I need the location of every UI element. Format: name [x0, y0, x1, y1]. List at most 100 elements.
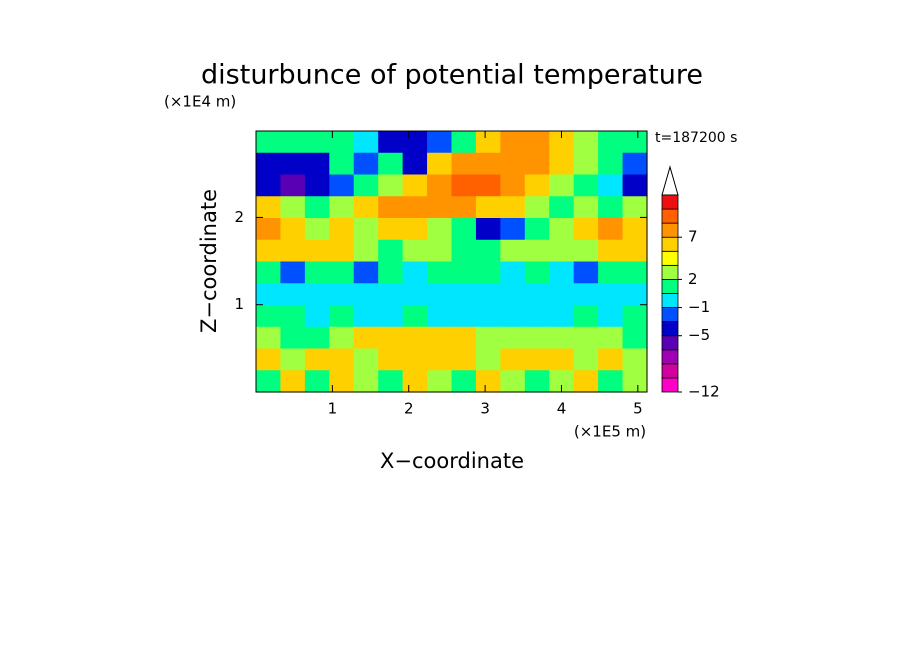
- field-cell: [500, 283, 526, 306]
- colorbar-arrow: [661, 165, 679, 196]
- field-cell: [500, 239, 526, 263]
- field-cell: [329, 283, 355, 306]
- field-cell: [598, 261, 624, 284]
- field-cell: [402, 370, 428, 393]
- field-cell: [427, 348, 453, 371]
- field-cell: [475, 348, 501, 371]
- field-cell: [475, 370, 501, 393]
- field-cell: [573, 174, 599, 197]
- field-cell: [573, 326, 599, 350]
- field-cell: [256, 326, 282, 350]
- field-cell: [427, 218, 453, 241]
- field-cell: [598, 174, 624, 197]
- field-cell: [500, 348, 526, 371]
- field-cell: [475, 131, 501, 154]
- colorbar-swatch: [661, 363, 679, 379]
- field-cell: [353, 261, 379, 284]
- field-cell: [524, 131, 550, 154]
- field-cell: [573, 283, 599, 306]
- field-cell: [280, 261, 306, 284]
- field-cell: [304, 348, 330, 371]
- colorbar-label: −12: [688, 383, 720, 401]
- field-cell: [329, 305, 355, 328]
- field-cell: [573, 261, 599, 284]
- field-cell: [402, 152, 428, 176]
- field-cell: [256, 348, 282, 371]
- x-tick-label: 2: [404, 400, 414, 418]
- field-cell: [329, 370, 355, 393]
- y-unit: (×1E4 m): [164, 93, 236, 111]
- field-cell: [622, 283, 648, 306]
- field-cell: [451, 261, 477, 284]
- field-cell: [622, 174, 648, 197]
- field-cell: [329, 174, 355, 197]
- field-cell: [427, 283, 453, 306]
- field-cell: [427, 370, 453, 393]
- field-cell: [500, 152, 526, 176]
- field-cell: [524, 196, 550, 219]
- field-cell: [329, 261, 355, 284]
- field-cell: [451, 196, 477, 219]
- field-cell: [256, 218, 282, 241]
- field-cell: [402, 196, 428, 219]
- colorbar-label: −1: [688, 298, 710, 316]
- field-cell: [622, 261, 648, 284]
- field-cell: [524, 370, 550, 393]
- field-cell: [256, 239, 282, 263]
- field-cell: [549, 239, 575, 263]
- field-cell: [598, 283, 624, 306]
- field-cell: [524, 174, 550, 197]
- field-cell: [329, 152, 355, 176]
- field-cell: [304, 239, 330, 263]
- field-cell: [475, 326, 501, 350]
- field-cell: [280, 348, 306, 371]
- colorbar-swatch: [661, 377, 679, 393]
- field-cell: [304, 370, 330, 393]
- field-cell: [524, 326, 550, 350]
- colorbar-swatch: [661, 236, 679, 252]
- colorbar-label: 7: [688, 228, 698, 246]
- field-cell: [427, 239, 453, 263]
- x-tick-label: 3: [480, 400, 490, 418]
- field-cell: [622, 305, 648, 328]
- field-cell: [451, 174, 477, 197]
- field-cell: [549, 326, 575, 350]
- field-cell: [353, 196, 379, 219]
- field-cell: [256, 152, 282, 176]
- field-cell: [500, 326, 526, 350]
- field-cell: [378, 218, 404, 241]
- field-cell: [280, 239, 306, 263]
- field-cell: [549, 152, 575, 176]
- field-cell: [378, 305, 404, 328]
- field-cell: [402, 305, 428, 328]
- field-cell: [475, 218, 501, 241]
- field-cell: [475, 239, 501, 263]
- field-cell: [524, 239, 550, 263]
- field-cell: [353, 370, 379, 393]
- field-cell: [451, 131, 477, 154]
- field-cell: [378, 326, 404, 350]
- field-cell: [622, 152, 648, 176]
- plot-frame: [255, 130, 648, 393]
- field-cell: [427, 174, 453, 197]
- field-cell: [451, 218, 477, 241]
- field-cell: [304, 174, 330, 197]
- field-cell: [524, 152, 550, 176]
- field-cell: [256, 131, 282, 154]
- colorbar-label: 2: [688, 270, 698, 288]
- field-cell: [573, 152, 599, 176]
- field-cell: [598, 239, 624, 263]
- time-label: t=187200 s: [655, 130, 737, 146]
- y-tick-label: 1: [234, 295, 244, 313]
- field-cell: [573, 131, 599, 154]
- x-unit: (×1E5 m): [574, 423, 646, 441]
- field-cell: [427, 261, 453, 284]
- field-cell: [402, 174, 428, 197]
- field-cell: [549, 131, 575, 154]
- colorbar-swatch: [661, 321, 679, 337]
- field-cell: [256, 283, 282, 306]
- field-cell: [475, 174, 501, 197]
- colorbar-swatch: [661, 279, 679, 294]
- field-cell: [256, 261, 282, 284]
- field-cell: [524, 348, 550, 371]
